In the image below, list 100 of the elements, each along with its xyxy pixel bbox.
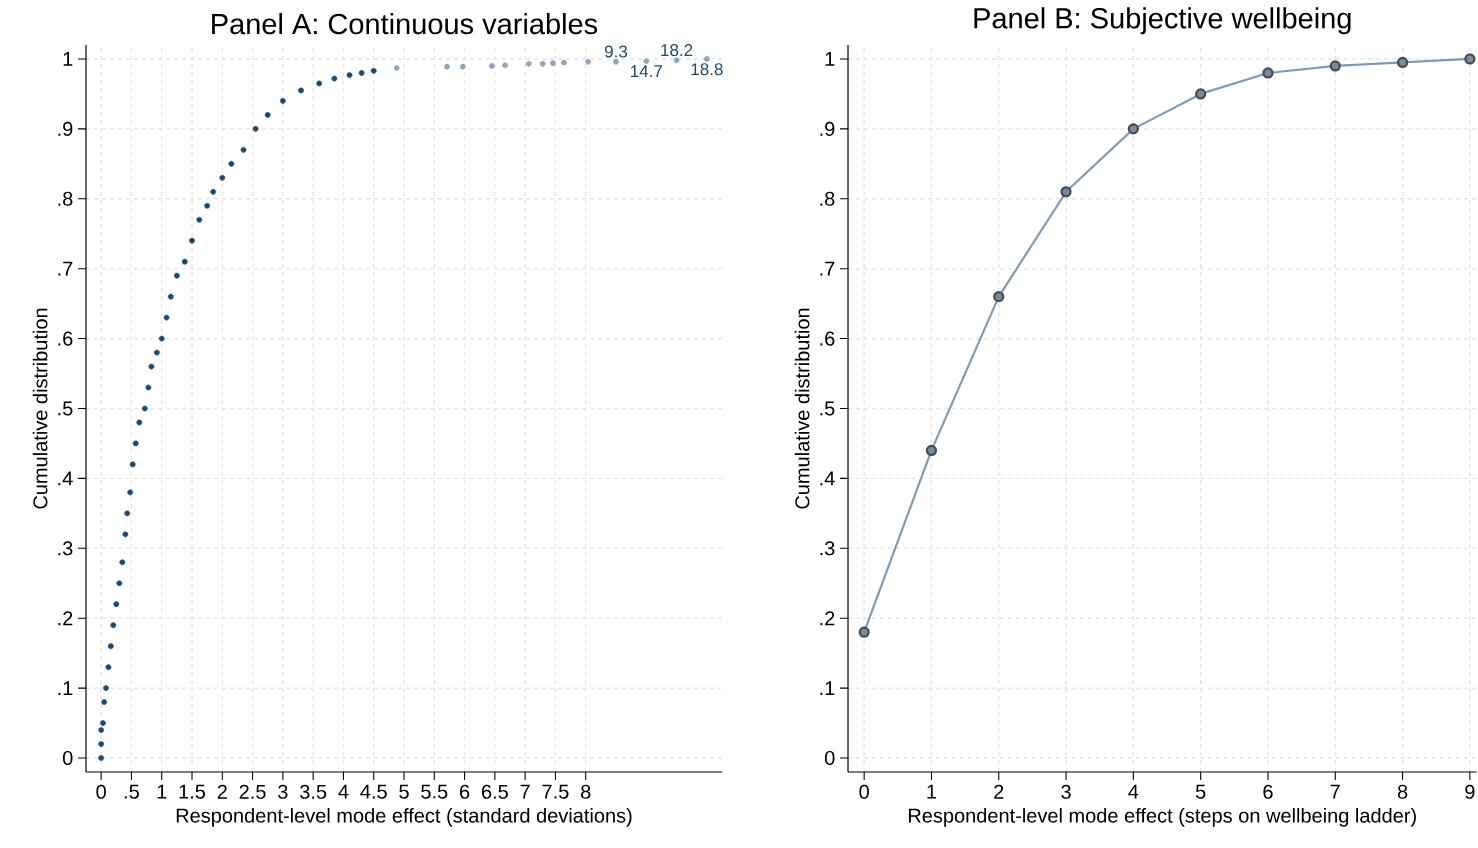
point (502, 62, 509, 69)
y-tick-label: .6 (820, 331, 835, 346)
x-tick-label: 7 (1330, 784, 1340, 799)
annotation: 18.2 (661, 44, 693, 57)
x-tick-label: 6 (1263, 784, 1273, 799)
x-tick-label: 2.5 (239, 784, 266, 799)
point (316, 80, 323, 87)
point (264, 112, 271, 118)
x-tick-label: 7.5 (542, 784, 569, 799)
point (181, 258, 188, 265)
y-tick-label: .8 (58, 191, 73, 206)
point (103, 685, 109, 691)
point (673, 57, 680, 64)
point (98, 755, 105, 761)
point (124, 510, 131, 517)
point (154, 349, 160, 356)
point (331, 75, 338, 82)
y-tick-label: .3 (58, 541, 73, 556)
point (585, 58, 592, 65)
y-tick-label: .4 (820, 471, 835, 486)
x-tick-label: 5 (1195, 784, 1206, 799)
point (346, 72, 353, 78)
y-tick-label: .9 (58, 121, 73, 136)
x-tick-label: 4 (1128, 784, 1139, 799)
annotation: 14.7 (631, 65, 662, 78)
point (145, 384, 152, 391)
x-tick-label: 8 (1397, 784, 1408, 799)
point (1262, 67, 1274, 79)
point (132, 440, 139, 447)
point (110, 622, 117, 629)
point (101, 699, 108, 705)
point (240, 146, 247, 153)
point (127, 489, 134, 496)
x-tick-label: 3 (278, 784, 288, 799)
y-tick-label: .9 (820, 121, 835, 136)
point (122, 531, 129, 538)
x-tick-label: 1 (927, 784, 937, 799)
x-tick-label: 2 (217, 784, 227, 799)
x-tick-label: 1.5 (179, 784, 206, 799)
x-tick-label: 2 (994, 784, 1004, 799)
y-axis-title: Cumulative distribution (794, 308, 810, 509)
point (1329, 60, 1341, 72)
point (993, 291, 1005, 303)
point (196, 216, 203, 223)
point (228, 160, 235, 167)
chart-title: Panel B: Subjective wellbeing (974, 7, 1351, 35)
x-axis-title: Respondent-level mode effect (standard deviations) (176, 808, 632, 827)
y-tick-label: .2 (820, 611, 835, 626)
point (148, 363, 155, 370)
point (1464, 53, 1476, 65)
point (219, 174, 226, 181)
point (105, 664, 112, 670)
point (119, 559, 126, 566)
y-tick-label: 1 (63, 52, 73, 66)
point (136, 419, 143, 426)
y-tick-label: 0 (824, 750, 835, 766)
point (252, 126, 259, 132)
point (525, 60, 532, 67)
point (98, 741, 105, 747)
x-tick-label: .5 (124, 784, 139, 799)
point (210, 188, 217, 195)
x-tick-label: 7 (520, 784, 530, 799)
y-tick-label: .4 (58, 471, 73, 486)
point (113, 601, 120, 608)
point (1396, 56, 1409, 69)
point (539, 60, 546, 67)
point (1195, 88, 1207, 100)
y-tick-label: .7 (820, 261, 835, 276)
point (100, 720, 106, 726)
x-tick-label: 1 (157, 784, 167, 799)
x-tick-label: 6.5 (481, 784, 508, 799)
chart-title: Panel A: Continuous variables (212, 12, 598, 35)
x-tick-label: 9 (1465, 784, 1475, 799)
point (141, 405, 148, 412)
x-tick-label: 3.5 (300, 784, 327, 799)
point (550, 60, 556, 67)
point (358, 70, 365, 76)
x-tick-label: 0 (859, 784, 869, 799)
point (98, 727, 105, 733)
point (444, 63, 450, 70)
y-tick-label: .1 (820, 681, 835, 695)
x-axis-title: Respondent-level mode effect (steps on wellbeing ladder) (908, 808, 1416, 827)
y-tick-label: .5 (820, 401, 835, 416)
point (370, 67, 377, 74)
point (280, 98, 286, 104)
point (158, 335, 165, 342)
point (561, 59, 567, 66)
point (129, 461, 136, 468)
x-tick-label: 8 (581, 784, 591, 799)
point (488, 63, 495, 69)
y-tick-label: .8 (820, 191, 835, 206)
point (1127, 123, 1139, 135)
y-tick-label: .3 (820, 541, 835, 556)
point (204, 202, 211, 209)
point (925, 444, 938, 457)
point (459, 63, 466, 70)
point (393, 65, 400, 71)
point (704, 56, 710, 62)
y-tick-label: .2 (58, 611, 73, 626)
x-tick-label: 3 (1061, 784, 1071, 799)
